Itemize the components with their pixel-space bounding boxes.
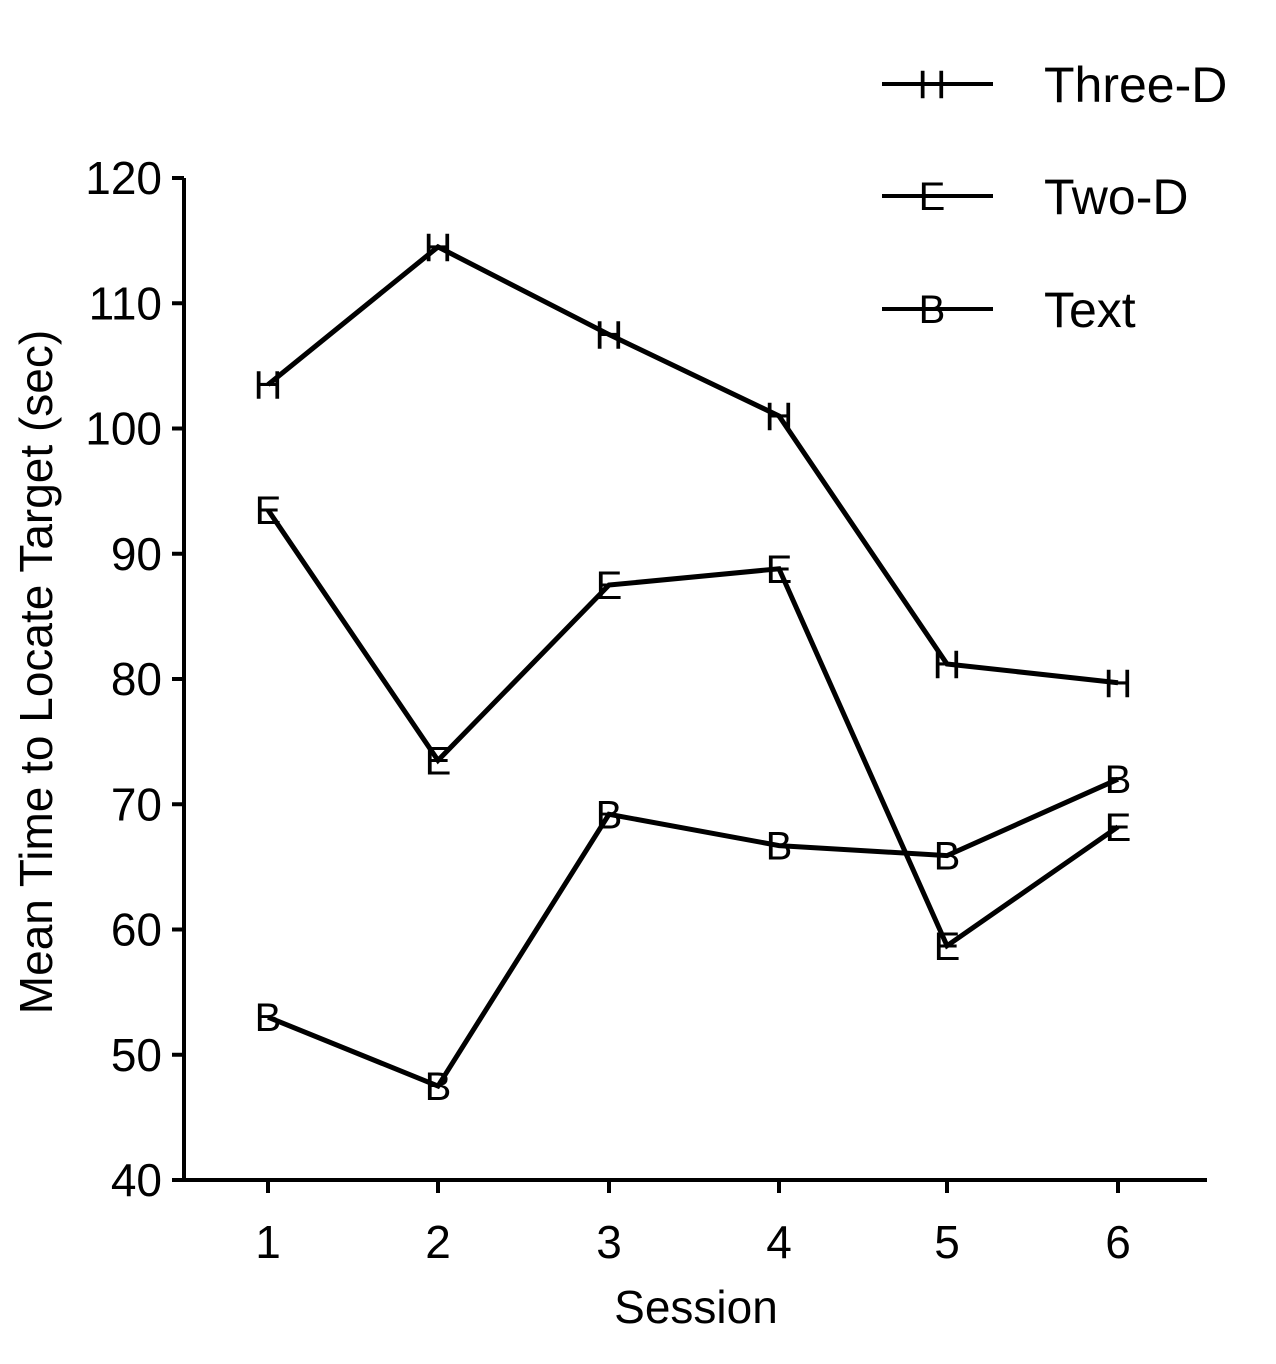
x-ticks: 1 2 3 4 5 6 xyxy=(255,1180,1131,1268)
legend-label: Text xyxy=(1044,282,1136,338)
point-three-d: H xyxy=(765,395,794,439)
point-text: B xyxy=(425,1065,452,1109)
y-tick-label: 110 xyxy=(89,277,162,329)
legend-marker: E xyxy=(919,175,946,219)
point-text: B xyxy=(766,825,793,869)
legend-item-text: B Text xyxy=(882,282,1136,338)
series-text: B B B B B B xyxy=(255,758,1132,1109)
y-tick-label: 70 xyxy=(111,778,162,830)
point-two-d: E xyxy=(1105,806,1132,850)
series-line-two-d xyxy=(265,508,1120,950)
x-tick-label: 1 xyxy=(255,1216,281,1268)
y-tick-label: 80 xyxy=(111,653,162,705)
series-three-d: H H H H H H xyxy=(254,226,1133,706)
point-text: B xyxy=(596,793,623,837)
point-three-d: H xyxy=(424,226,453,270)
y-ticks: 40 50 60 70 80 90 100 110 120 xyxy=(85,152,184,1206)
point-two-d: E xyxy=(425,739,452,783)
series-two-d: E E E E E E xyxy=(255,489,1132,969)
point-three-d: H xyxy=(595,314,624,358)
point-three-d: H xyxy=(933,643,962,687)
x-tick-label: 5 xyxy=(934,1216,960,1268)
legend-item-two-d: E Two-D xyxy=(882,169,1188,225)
y-tick-label: 120 xyxy=(85,152,162,204)
x-tick-label: 3 xyxy=(596,1216,622,1268)
legend-marker: H xyxy=(918,63,947,107)
y-tick-label: 100 xyxy=(85,403,162,455)
y-tick-label: 40 xyxy=(111,1154,162,1206)
point-two-d: E xyxy=(596,564,623,608)
point-two-d: E xyxy=(255,489,282,533)
y-axis-title: Mean Time to Locate Target (sec) xyxy=(10,330,62,1014)
series-line-three-d xyxy=(266,243,1119,686)
x-tick-label: 2 xyxy=(425,1216,451,1268)
point-text: B xyxy=(934,835,961,879)
y-tick-label: 50 xyxy=(111,1029,162,1081)
legend-label: Two-D xyxy=(1044,169,1188,225)
point-text: B xyxy=(255,996,282,1040)
legend-label: Three-D xyxy=(1044,57,1227,113)
series-line-text xyxy=(267,776,1120,1090)
y-tick-label: 60 xyxy=(111,904,162,956)
legend-item-three-d: H Three-D xyxy=(882,57,1227,113)
x-tick-label: 6 xyxy=(1105,1216,1131,1268)
y-tick-label: 90 xyxy=(111,528,162,580)
point-two-d: E xyxy=(934,925,961,969)
point-three-d: H xyxy=(254,364,283,408)
legend: H Three-D E Two-D B Text xyxy=(882,57,1227,338)
point-two-d: E xyxy=(766,548,793,592)
point-text: B xyxy=(1105,758,1132,802)
x-tick-label: 4 xyxy=(766,1216,792,1268)
x-axis-title: Session xyxy=(614,1281,778,1333)
legend-marker: B xyxy=(919,288,946,332)
point-three-d: H xyxy=(1104,662,1133,706)
